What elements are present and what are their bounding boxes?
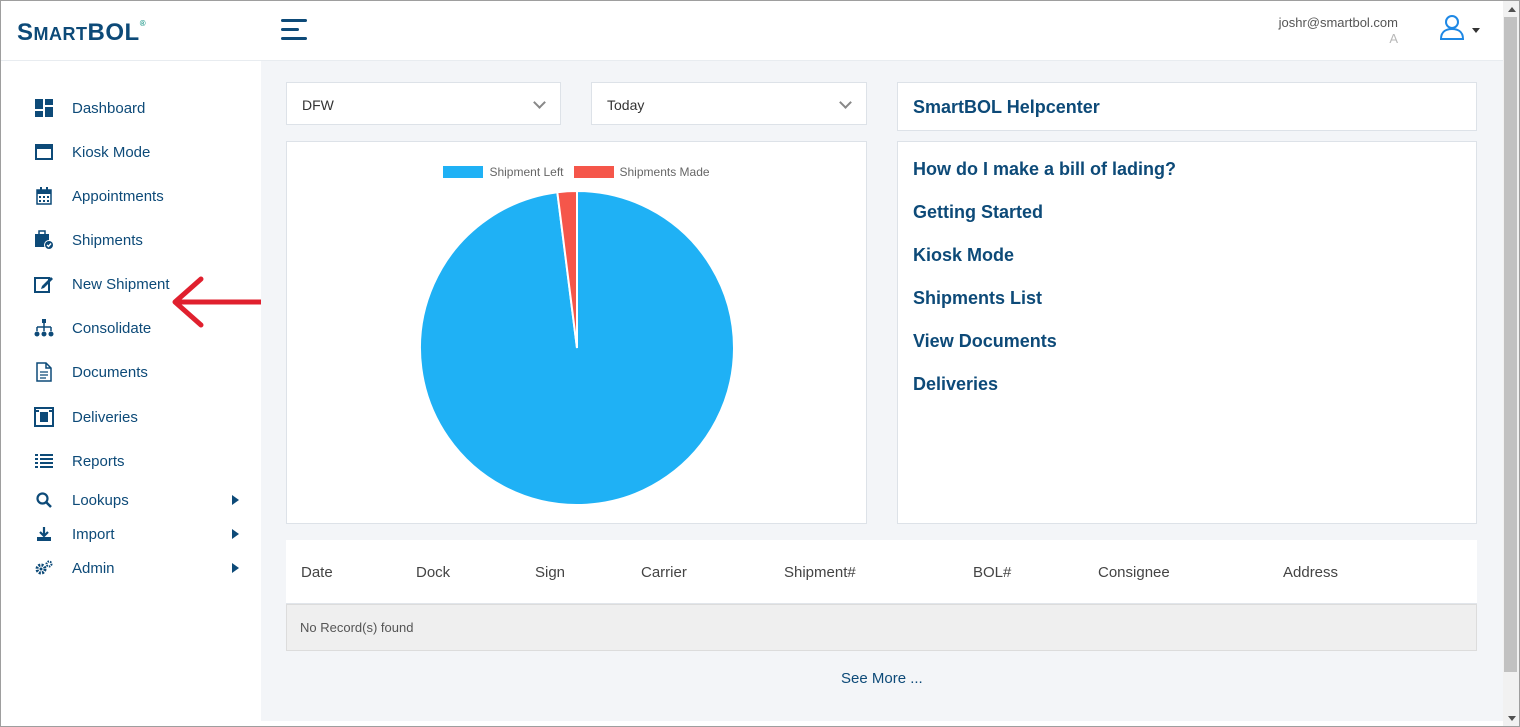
column-header-address[interactable]: Address [1283, 564, 1339, 581]
shipments-pie-chart: Shipment Left Shipments Made [286, 141, 867, 524]
column-header-bol-number[interactable]: BOL# [973, 564, 1012, 581]
document-icon [33, 361, 55, 383]
sidebar-item-label: Reports [72, 452, 125, 470]
box-icon [33, 406, 55, 428]
sidebar-item-lookups[interactable]: Lookups [33, 486, 243, 514]
sidebar-item-label: Consolidate [72, 319, 152, 337]
helpcenter-title: SmartBOL Helpcenter [913, 97, 1100, 117]
sidebar-item-label: Documents [72, 363, 148, 381]
sidebar-item-documents[interactable]: Documents [33, 358, 243, 386]
help-link-deliveries[interactable]: Deliveries [913, 374, 999, 394]
period-select[interactable]: Today [591, 82, 867, 125]
column-header-sign[interactable]: Sign [535, 564, 566, 581]
help-link-kiosk-mode[interactable]: Kiosk Mode [913, 245, 1015, 265]
sidebar-item-deliveries[interactable]: Deliveries [33, 403, 243, 431]
scroll-down-icon[interactable] [1508, 716, 1516, 721]
smartbol-logo[interactable]: SMARTBOL® [17, 19, 147, 46]
shipments-table: Date Dock Sign Carrier Shipment# BOL# Co… [286, 540, 1477, 651]
column-header-date[interactable]: Date [301, 564, 333, 581]
scroll-up-icon[interactable] [1508, 7, 1516, 12]
main-content: DFW Today Shipment Left Shipments Made S… [261, 61, 1503, 721]
table-header: Date Dock Sign Carrier Shipment# BOL# Co… [286, 540, 1477, 604]
edit-icon [33, 273, 55, 295]
legend-label: Shipment Left [489, 165, 564, 179]
sidebar-item-import[interactable]: Import [33, 520, 243, 548]
expand-arrow-icon[interactable] [232, 495, 239, 505]
cogs-icon [33, 557, 55, 579]
list-icon [33, 450, 55, 472]
chart-legend: Shipment Left Shipments Made [287, 165, 866, 179]
sidebar-item-label: New Shipment [72, 275, 170, 293]
scrollbar-thumb[interactable] [1504, 17, 1517, 672]
empty-table-message: No Record(s) found [300, 620, 414, 635]
see-more-link[interactable]: See More ... [841, 670, 923, 687]
chevron-down-icon [839, 96, 852, 109]
calendar-icon [33, 185, 55, 207]
sidebar-item-label: Admin [72, 559, 115, 577]
period-select-value: Today [607, 97, 645, 113]
sidebar-item-dashboard[interactable]: Dashboard [33, 94, 243, 122]
expand-arrow-icon[interactable] [232, 563, 239, 573]
user-profile-icon[interactable] [1439, 13, 1465, 41]
sidebar-item-admin[interactable]: Admin [33, 554, 243, 582]
search-icon [33, 489, 55, 511]
help-link-shipments-list[interactable]: Shipments List [913, 288, 1043, 308]
user-menu-caret-icon[interactable] [1472, 28, 1480, 33]
sitemap-icon [33, 317, 55, 339]
legend-swatch [443, 166, 484, 178]
column-header-shipment-number[interactable]: Shipment# [784, 564, 856, 581]
sidebar-item-appointments[interactable]: Appointments [33, 182, 243, 210]
legend-label: Shipments Made [619, 165, 710, 179]
helpcenter-header: SmartBOL Helpcenter [897, 82, 1477, 131]
sidebar-item-label: Kiosk Mode [72, 143, 151, 161]
user-email: joshr@smartbol.com [1278, 15, 1398, 30]
sidebar-item-label: Appointments [72, 187, 164, 205]
expand-arrow-icon[interactable] [232, 529, 239, 539]
location-select[interactable]: DFW [286, 82, 561, 125]
sidebar-item-label: Import [72, 525, 115, 543]
legend-item-shipments-made[interactable]: Shipments Made [573, 165, 710, 179]
window-icon [33, 141, 55, 163]
legend-swatch [573, 166, 614, 178]
sidebar-item-new-shipment[interactable]: New Shipment [33, 270, 243, 298]
chevron-down-icon [533, 96, 546, 109]
sidebar-item-label: Lookups [72, 491, 129, 509]
shipments-icon [33, 229, 55, 251]
helpcenter-links: How do I make a bill of lading? Getting … [897, 141, 1477, 524]
sidebar-item-reports[interactable]: Reports [33, 447, 243, 475]
column-header-dock[interactable]: Dock [416, 564, 451, 581]
help-link-view-documents[interactable]: View Documents [913, 331, 1057, 351]
location-select-value: DFW [302, 97, 334, 113]
sidebar-item-consolidate[interactable]: Consolidate [33, 314, 243, 342]
help-link-getting-started[interactable]: Getting Started [913, 202, 1044, 222]
menu-toggle-icon[interactable] [281, 19, 307, 43]
top-header: SMARTBOL® joshr@smartbol.com A [1, 1, 1503, 61]
sidebar-item-label: Deliveries [72, 408, 138, 426]
help-link-bill-of-lading[interactable]: How do I make a bill of lading? [913, 159, 1177, 179]
column-header-consignee[interactable]: Consignee [1098, 564, 1170, 581]
pie-svg [419, 189, 735, 506]
user-role-initial: A [1389, 31, 1398, 46]
sidebar-item-shipments[interactable]: Shipments [33, 226, 243, 254]
download-icon [33, 523, 55, 545]
pie-slice-shipments-made[interactable] [556, 189, 578, 349]
sidebar-item-label: Shipments [72, 231, 143, 249]
sidebar-item-kiosk-mode[interactable]: Kiosk Mode [33, 138, 243, 166]
sidebar-item-label: Dashboard [72, 99, 146, 117]
table-row: No Record(s) found [286, 604, 1477, 651]
sidebar: Dashboard Kiosk Mode Appointments Shipme… [1, 61, 347, 726]
dashboard-icon [33, 97, 55, 119]
legend-item-shipment-left[interactable]: Shipment Left [443, 165, 564, 179]
column-header-carrier[interactable]: Carrier [641, 564, 687, 581]
